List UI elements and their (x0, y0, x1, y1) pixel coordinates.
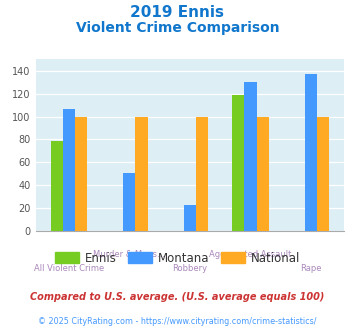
Bar (51, 141, 63, 231)
Bar (75, 116, 87, 231)
Text: Rape: Rape (300, 264, 322, 273)
Bar (232, 95, 245, 231)
Text: Aggravated Assault: Aggravated Assault (209, 250, 292, 259)
Bar (184, 205, 196, 231)
Bar (63, 109, 75, 231)
Text: All Violent Crime: All Violent Crime (34, 264, 104, 273)
Bar (245, 82, 257, 231)
Text: Murder & Mans...: Murder & Mans... (93, 250, 165, 259)
Text: Robbery: Robbery (173, 264, 207, 273)
Bar (123, 173, 135, 231)
Bar (257, 116, 269, 231)
Bar (317, 116, 329, 231)
Text: Compared to U.S. average. (U.S. average equals 100): Compared to U.S. average. (U.S. average … (30, 292, 325, 302)
Text: Violent Crime Comparison: Violent Crime Comparison (76, 21, 279, 35)
Bar (135, 116, 148, 231)
Text: © 2025 CityRating.com - https://www.cityrating.com/crime-statistics/: © 2025 CityRating.com - https://www.city… (38, 317, 317, 326)
Bar (196, 116, 208, 231)
Legend: Ennis, Montana, National: Ennis, Montana, National (50, 247, 305, 269)
Text: 2019 Ennis: 2019 Ennis (131, 5, 224, 20)
Bar (305, 74, 317, 231)
